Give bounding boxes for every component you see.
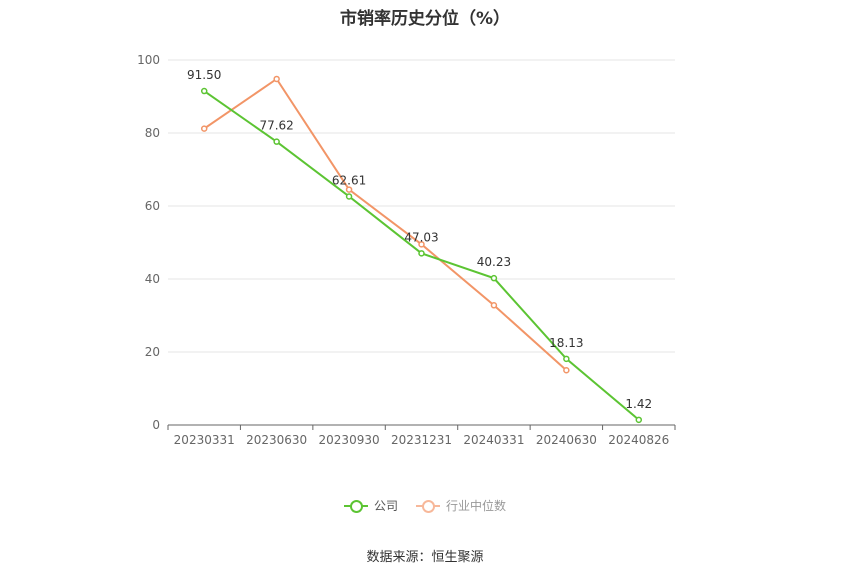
legend-industry-median-label: 行业中位数 [446, 499, 507, 513]
data-label: 62.61 [332, 173, 366, 187]
legend: 公司 行业中位数 [0, 497, 850, 514]
data-point[interactable] [418, 250, 425, 257]
legend-company-label: 公司 [373, 499, 398, 513]
data-point[interactable] [273, 138, 280, 145]
data-point[interactable] [490, 274, 498, 282]
data-label: 47.03 [404, 230, 438, 244]
legend-company-icon [343, 499, 368, 513]
data-point[interactable] [200, 87, 208, 95]
data-point[interactable] [563, 367, 570, 374]
y-tick-label: 80 [145, 126, 160, 140]
data-label: 18.13 [549, 336, 583, 350]
data-point[interactable] [418, 241, 425, 248]
x-tick-label: 20231231 [391, 433, 452, 447]
data-point[interactable] [345, 186, 353, 193]
series-line-1 [203, 77, 568, 371]
y-tick-label: 100 [137, 53, 160, 67]
series-lines [200, 75, 643, 424]
data-point[interactable] [345, 193, 353, 200]
legend-item-company[interactable]: 公司 [343, 497, 398, 514]
y-tick-label: 60 [145, 199, 160, 213]
x-tick-label: 20240630 [536, 433, 597, 447]
data-label: 40.23 [477, 255, 511, 269]
data-point[interactable] [273, 75, 280, 83]
y-tick-label: 20 [145, 345, 160, 359]
data-labels: 91.50 77.62 62.61 47.03 40.23 18.13 1.42 [187, 68, 652, 411]
data-source: 数据来源：恒生聚源 [366, 550, 484, 565]
data-label: 77.62 [259, 119, 293, 133]
y-tick-label: 0 [152, 418, 160, 432]
data-point[interactable] [635, 416, 643, 424]
legend-industry-median-icon [416, 499, 440, 513]
y-tick-label: 40 [145, 272, 160, 286]
x-tick-label: 20230630 [246, 433, 307, 447]
data-label: 1.42 [625, 397, 652, 411]
x-tick-label: 20240826 [608, 433, 669, 447]
data-point[interactable] [200, 125, 208, 132]
x-tick-label: 20230930 [319, 433, 380, 447]
data-point[interactable] [563, 355, 570, 363]
legend-item-industry-median[interactable]: 行业中位数 [416, 497, 506, 514]
x-axis: 20230331 20230630 20230930 20231231 20240331… [167, 424, 676, 447]
data-point[interactable] [490, 302, 498, 309]
data-label: 91.50 [187, 68, 221, 82]
x-tick-label: 20240331 [463, 433, 524, 447]
x-tick-label: 20230331 [174, 433, 235, 447]
y-axis-ticks: 0 20 40 60 80 100 [137, 53, 160, 432]
chart-title: 市销率历史分位（%） [339, 9, 511, 29]
grid-lines [168, 59, 675, 353]
